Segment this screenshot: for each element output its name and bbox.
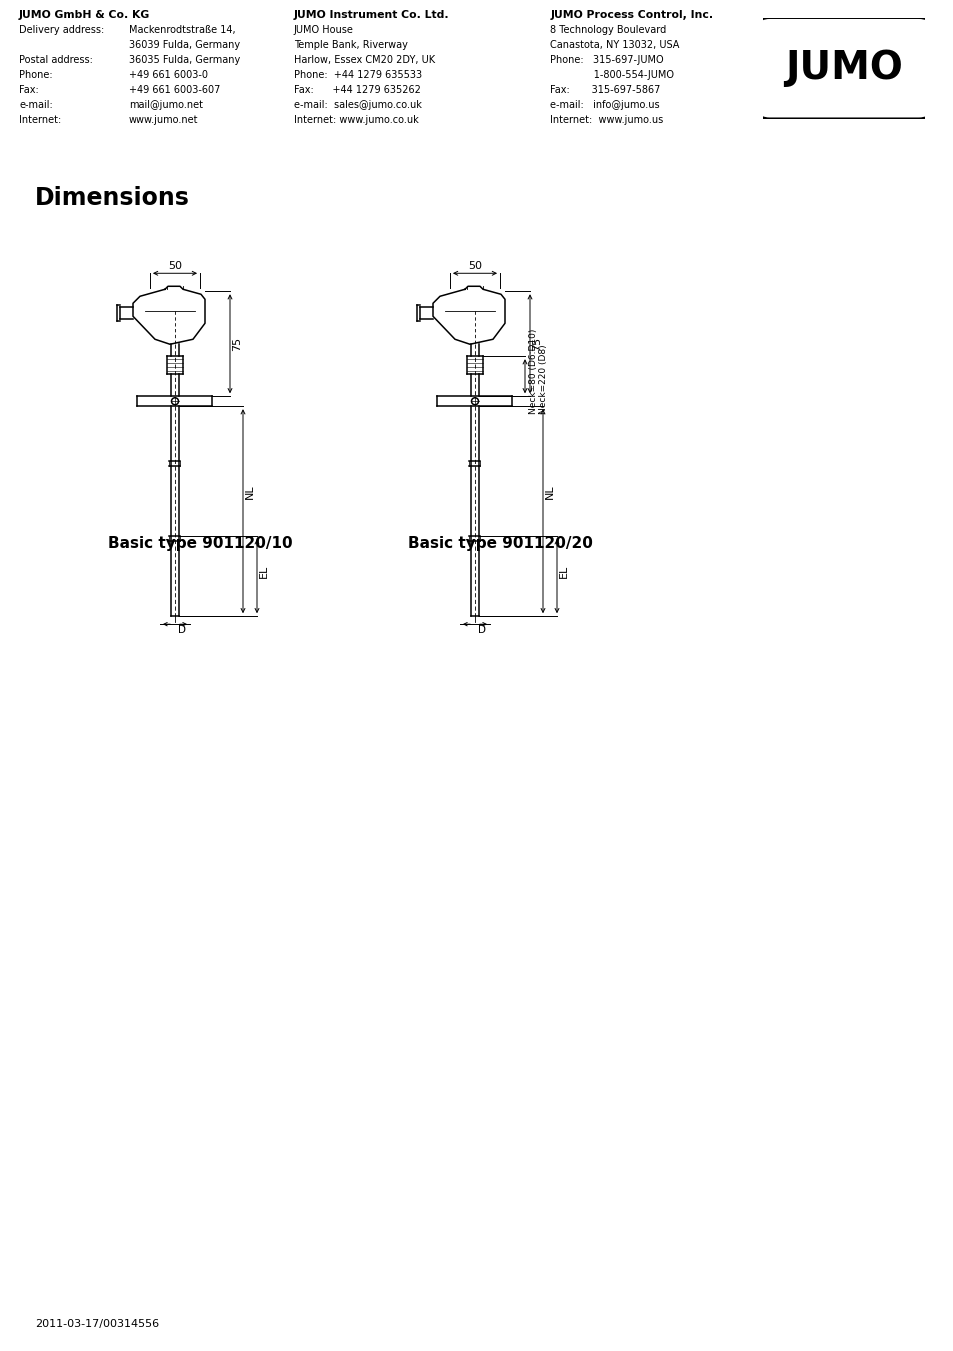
Text: Phone:: Phone: <box>19 70 52 80</box>
Text: JUMO GmbH & Co. KG: JUMO GmbH & Co. KG <box>19 11 151 20</box>
Text: 1-800-554-JUMO: 1-800-554-JUMO <box>550 70 674 80</box>
Text: mail@jumo.net: mail@jumo.net <box>129 100 203 109</box>
Text: Internet:: Internet: <box>19 115 61 124</box>
Text: EL: EL <box>258 565 269 578</box>
Text: Postal address:: Postal address: <box>19 55 92 65</box>
Text: Mackenrodtstraße 14,: Mackenrodtstraße 14, <box>129 26 235 35</box>
Text: Canastota, NY 13032, USA: Canastota, NY 13032, USA <box>550 41 679 50</box>
Text: +49 661 6003-607: +49 661 6003-607 <box>129 85 220 95</box>
Text: Phone:  +44 1279 635533: Phone: +44 1279 635533 <box>294 70 421 80</box>
Text: Delivery address:: Delivery address: <box>19 26 104 35</box>
Text: 50: 50 <box>468 261 481 272</box>
Text: JUMO House: JUMO House <box>294 26 354 35</box>
Text: EL: EL <box>558 565 568 578</box>
Text: D: D <box>178 626 186 635</box>
Text: Fax:      +44 1279 635262: Fax: +44 1279 635262 <box>294 85 420 95</box>
Text: Basic type 901120/10: Basic type 901120/10 <box>108 536 293 551</box>
Text: Fax:: Fax: <box>19 85 39 95</box>
FancyBboxPatch shape <box>758 16 929 120</box>
Text: 2011-03-17/00314556: 2011-03-17/00314556 <box>35 1319 159 1329</box>
Text: www.jumo.net: www.jumo.net <box>129 115 198 124</box>
Text: Data Sheet 90.1120 (90.1102)     Page 2/4: Data Sheet 90.1120 (90.1102) Page 2/4 <box>652 132 929 146</box>
Text: e-mail:   info@jumo.us: e-mail: info@jumo.us <box>550 100 659 109</box>
Text: Dimensions: Dimensions <box>35 186 190 211</box>
Text: 36035 Fulda, Germany: 36035 Fulda, Germany <box>129 55 240 65</box>
Text: Internet: www.jumo.co.uk: Internet: www.jumo.co.uk <box>294 115 418 124</box>
Text: 50: 50 <box>168 261 182 272</box>
Text: 75: 75 <box>232 336 242 351</box>
Text: Neck=80 (D6:D10)
Neck=220 (D8): Neck=80 (D6:D10) Neck=220 (D8) <box>529 328 548 413</box>
Text: e-mail:: e-mail: <box>19 100 52 109</box>
Text: 75: 75 <box>532 336 541 351</box>
Text: NL: NL <box>245 484 254 499</box>
Text: JUMO Instrument Co. Ltd.: JUMO Instrument Co. Ltd. <box>294 11 449 20</box>
Text: +49 661 6003-0: +49 661 6003-0 <box>129 70 208 80</box>
Text: JUMO: JUMO <box>784 49 902 88</box>
Text: D: D <box>477 626 485 635</box>
Text: Harlow, Essex CM20 2DY, UK: Harlow, Essex CM20 2DY, UK <box>294 55 435 65</box>
Text: 8 Technology Boulevard: 8 Technology Boulevard <box>550 26 666 35</box>
Text: JUMO Process Control, Inc.: JUMO Process Control, Inc. <box>550 11 713 20</box>
Text: Temple Bank, Riverway: Temple Bank, Riverway <box>294 41 407 50</box>
Text: e-mail:  sales@jumo.co.uk: e-mail: sales@jumo.co.uk <box>294 100 421 109</box>
Text: NL: NL <box>544 484 555 499</box>
Text: Internet:  www.jumo.us: Internet: www.jumo.us <box>550 115 663 124</box>
Text: Basic type 901120/20: Basic type 901120/20 <box>408 536 592 551</box>
Text: 36039 Fulda, Germany: 36039 Fulda, Germany <box>129 41 240 50</box>
Text: Phone:   315-697-JUMO: Phone: 315-697-JUMO <box>550 55 663 65</box>
Text: Fax:       315-697-5867: Fax: 315-697-5867 <box>550 85 659 95</box>
